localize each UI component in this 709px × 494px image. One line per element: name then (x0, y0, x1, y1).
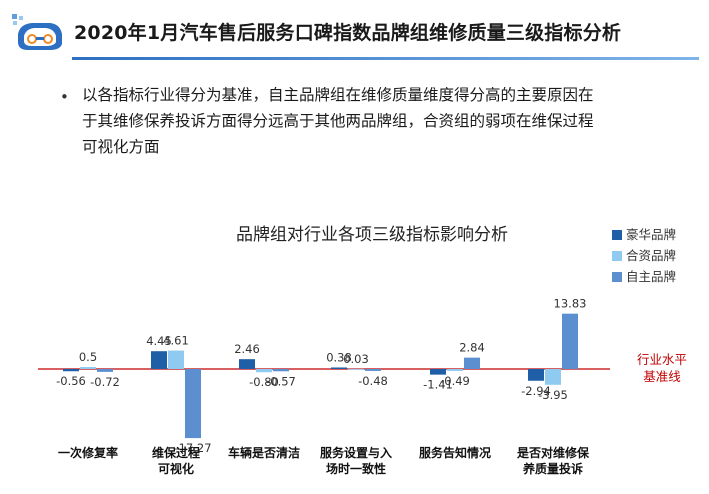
baseline-label: 基准线 (643, 369, 681, 384)
bar-2-6 (545, 369, 561, 385)
data-label: -17.27 (174, 441, 211, 455)
category-label: 车辆是否清洁 (228, 445, 300, 460)
category-label: 服务告知情况 (419, 445, 491, 460)
data-label: 2.84 (459, 341, 485, 355)
bar-2-5 (447, 369, 463, 371)
bar-1-6 (528, 369, 544, 381)
bar-2-3 (256, 369, 272, 373)
legend-label: 豪华品牌 (626, 227, 676, 242)
data-label: 4.61 (163, 334, 189, 348)
data-label: -3.95 (538, 388, 568, 402)
category-label: 服务设置与入 (320, 445, 392, 460)
bar-2-1 (80, 367, 96, 369)
legend-swatch (612, 230, 622, 240)
bar-2-4 (348, 368, 364, 370)
bar-1-2 (151, 351, 167, 369)
chart-title: 品牌组对行业各项三级指标影响分析 (236, 225, 508, 245)
bar-1-1 (63, 369, 79, 372)
data-label: 4.45 (146, 334, 172, 348)
summary-text: 以各指标行业得分为基准，自主品牌组在维修质量维度得分高的主要原因在 于其维修保养… (82, 82, 692, 160)
bar-3-2 (185, 369, 201, 439)
data-label: 2.46 (234, 342, 260, 356)
category-label: 可视化 (158, 461, 194, 476)
data-label: -1.41 (423, 378, 453, 392)
category-label: 养质量投诉 (522, 461, 583, 476)
data-label: -0.49 (440, 374, 470, 388)
data-label: 0.03 (343, 352, 369, 366)
data-label: -2.94 (521, 384, 551, 398)
data-label: 0.38 (326, 350, 352, 364)
slide-header: 2020年1月汽车售后服务口碑指数品牌组维修质量三级指标分析 (0, 0, 709, 62)
bar-3-1 (97, 369, 113, 372)
brand-logo (12, 14, 62, 50)
bar-1-3 (239, 359, 255, 369)
page-title: 2020年1月汽车售后服务口碑指数品牌组维修质量三级指标分析 (74, 22, 622, 44)
summary-line: 以各指标行业得分为基准，自主品牌组在维修质量维度得分高的主要原因在 (82, 86, 594, 104)
data-label: 13.83 (554, 297, 587, 311)
legend-swatch (612, 251, 622, 261)
legend-label: 合资品牌 (626, 248, 676, 263)
bar-1-5 (430, 369, 446, 375)
category-label: 是否对维修保 (516, 445, 590, 460)
summary-bullet: • (60, 88, 69, 106)
category-label: 维保过程 (152, 445, 200, 460)
legend-label: 自主品牌 (626, 269, 676, 284)
data-label: -0.57 (266, 374, 296, 388)
category-label: 一次修复率 (58, 445, 118, 460)
bar-3-5 (464, 357, 480, 369)
data-label: 0.5 (79, 350, 97, 364)
title-underline (72, 57, 699, 60)
data-label: -0.72 (90, 375, 120, 389)
data-label: -0.56 (56, 374, 86, 388)
summary-line: 于其维修保养投诉方面得分远高于其他两品牌组，合资组的弱项在维保过程 (82, 112, 594, 130)
summary-line: 可视化方面 (82, 138, 160, 156)
data-label: -0.48 (358, 374, 388, 388)
category-label: 场时一致性 (326, 461, 386, 476)
data-label: -0.80 (249, 375, 279, 389)
bar-3-4 (365, 369, 381, 371)
bar-3-6 (562, 313, 578, 369)
bar-2-2 (168, 350, 184, 369)
legend-swatch (612, 272, 622, 282)
bar-3-3 (273, 369, 289, 372)
bar-1-4 (331, 367, 347, 369)
baseline-label: 行业水平 (637, 352, 687, 367)
